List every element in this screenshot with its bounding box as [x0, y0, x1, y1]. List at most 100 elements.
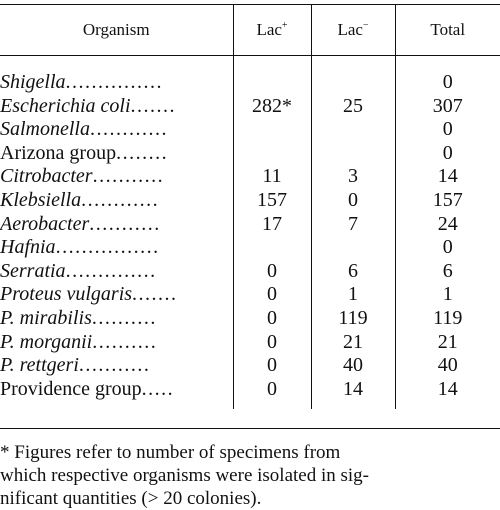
table-row: Arizona group........ 0 — [0, 141, 500, 166]
lac-positive-cell — [232, 55, 311, 95]
header-lac-positive: Lac+ — [232, 4, 311, 56]
total-cell: 14 — [394, 165, 500, 189]
footnote-line: which respective organisms were isolated… — [0, 465, 369, 486]
table-row: Salmonella............ 0 — [0, 118, 500, 142]
organism-cell: Salmonella............ — [0, 118, 233, 142]
organism-name: Shigella — [0, 71, 66, 93]
header-total: Total — [394, 4, 500, 56]
organism-cell: Serratia.............. — [0, 260, 233, 284]
lac-negative-cell — [310, 55, 395, 95]
table-row: Serratia.............. 0 6 6 — [0, 259, 500, 284]
organism-cell: P. mirabilis.......... — [0, 307, 233, 331]
table-row: Citrobacter........... 11 3 14 — [0, 165, 500, 189]
lac-positive-cell: 17 — [232, 212, 311, 237]
organism-name: Arizona group — [0, 141, 117, 164]
organism-name: Aerobacter — [0, 212, 90, 235]
dot-leader: ........... — [78, 354, 151, 377]
lac-negative-cell: 6 — [310, 259, 395, 284]
lac-positive-cell — [232, 141, 311, 166]
lac-negative-cell: 14 — [310, 377, 395, 410]
organism-name: Proteus vulgaris — [0, 283, 133, 306]
total-cell: 14 — [394, 377, 500, 410]
dot-leader: ..... — [141, 377, 175, 400]
table-row: Klebsiella............ 157 0 157 — [0, 188, 500, 213]
footnote-line: * Figures refer to number of specimens f… — [0, 442, 341, 463]
total-cell: 6 — [394, 259, 500, 284]
dot-leader: ............ — [90, 118, 168, 141]
total-cell: 119 — [394, 306, 500, 331]
lac-negative-cell — [310, 236, 395, 260]
table-row: Shigella............... 0 — [0, 55, 500, 95]
lac-negative-cell: 1 — [310, 283, 395, 307]
footnote: * Figures refer to number of specimens f… — [0, 428, 500, 510]
table-row: Providence group..... 0 14 14 — [0, 377, 500, 410]
dot-leader: .......... — [92, 330, 158, 353]
organism-cell: Citrobacter........... — [0, 165, 233, 189]
organism-name: Escherichia coli — [0, 94, 131, 117]
total-cell: 24 — [394, 212, 500, 237]
lac-negative-cell: 7 — [310, 212, 395, 237]
total-cell: 1 — [394, 283, 500, 307]
lac-negative-cell: 3 — [310, 165, 395, 189]
header-lac-negative: Lac− — [310, 4, 395, 56]
dot-leader: .......... — [91, 306, 157, 329]
lac-positive-cell: 0 — [232, 283, 311, 307]
organism-lactose-table: Organism Lac+ Lac− Total Shigella.......… — [0, 4, 500, 410]
lac-negative-cell — [310, 141, 395, 166]
table-body: Shigella............... 0 Escherichia coli… — [0, 55, 500, 410]
lac-negative-cell: 21 — [310, 330, 395, 355]
organism-cell: Klebsiella............ — [0, 189, 233, 213]
dot-leader: ....... — [130, 94, 177, 117]
total-cell: 0 — [394, 141, 500, 166]
document-page: Organism Lac+ Lac− Total Shigella.......… — [0, 4, 500, 509]
lac-positive-cell: 0 — [232, 259, 311, 284]
total-cell: 21 — [394, 330, 500, 355]
lac-positive-cell: 0 — [232, 306, 311, 331]
organism-name: Serratia — [0, 259, 66, 282]
total-cell: 0 — [394, 118, 500, 142]
total-cell: 0 — [394, 55, 500, 95]
lac-negative-cell — [310, 118, 395, 142]
lac-positive-cell — [232, 118, 311, 142]
dot-leader: ....... — [132, 283, 178, 306]
table-header-row: Organism Lac+ Lac− Total — [0, 4, 500, 56]
lac-negative-cell: 0 — [310, 188, 395, 213]
table-row: Hafnia................ 0 — [0, 236, 500, 260]
lac-positive-cell: 157 — [232, 188, 311, 213]
dot-leader: ............... — [65, 71, 164, 93]
organism-name: Hafnia — [0, 236, 56, 259]
dot-leader: .............. — [65, 259, 157, 282]
organism-cell: Providence group..... — [0, 378, 233, 410]
organism-cell: Proteus vulgaris....... — [0, 283, 233, 307]
total-cell: 40 — [394, 354, 500, 378]
table-row: Escherichia coli....... 282* 25 307 — [0, 94, 500, 119]
footnote-line: nificant quantities (> 20 colonies). — [0, 488, 262, 509]
organism-cell: Hafnia................ — [0, 236, 233, 260]
total-cell: 0 — [394, 236, 500, 260]
organism-name: Citrobacter — [0, 165, 93, 188]
lac-positive-cell: 0 — [232, 377, 311, 410]
organism-name: P. rettgeri — [0, 354, 79, 377]
organism-cell: Arizona group........ — [0, 142, 233, 166]
dot-leader: ........... — [89, 212, 161, 235]
table-row: P. rettgeri........... 0 40 40 — [0, 354, 500, 378]
lac-negative-cell: 25 — [310, 94, 395, 119]
table-row: P. morganii.......... 0 21 21 — [0, 330, 500, 355]
organism-cell: Shigella............... — [0, 56, 233, 95]
organism-cell: Escherichia coli....... — [0, 95, 233, 119]
organism-cell: P. morganii.......... — [0, 331, 233, 355]
lac-positive-cell: 0 — [232, 354, 311, 378]
lac-positive-cell: 0 — [232, 330, 311, 355]
lac-positive-cell: 11 — [232, 165, 311, 189]
table-row: Aerobacter........... 17 7 24 — [0, 212, 500, 237]
table-row: Proteus vulgaris....... 0 1 1 — [0, 283, 500, 307]
total-cell: 307 — [394, 94, 500, 119]
organism-cell: P. rettgeri........... — [0, 354, 233, 378]
lac-negative-cell: 40 — [310, 354, 395, 378]
lac-positive-cell: 282* — [232, 94, 311, 119]
organism-name: Klebsiella — [0, 188, 82, 211]
organism-name: Salmonella — [0, 118, 90, 141]
table-row: P. mirabilis.......... 0 119 119 — [0, 306, 500, 331]
organism-name: P. morganii — [0, 330, 93, 353]
organism-name: P. mirabilis — [0, 306, 92, 329]
